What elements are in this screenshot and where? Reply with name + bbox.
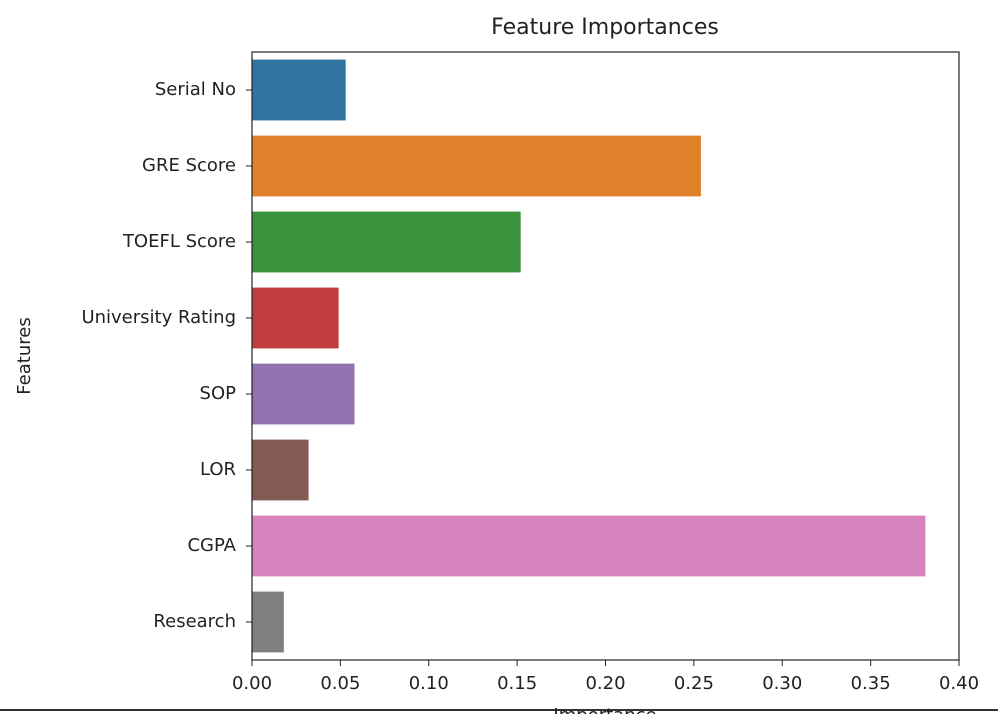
x-tick-label: 0.35 [851, 673, 891, 694]
x-tick-label: 0.10 [409, 673, 449, 694]
x-tick-label: 0.40 [939, 673, 979, 694]
x-tick-label: 0.20 [585, 673, 625, 694]
bar [252, 287, 339, 349]
bar [252, 515, 926, 577]
bar [252, 439, 309, 501]
plot-frame [251, 51, 960, 661]
bar [252, 135, 701, 197]
x-tick-label: 0.30 [762, 673, 802, 694]
y-tick-label: CGPA [187, 535, 236, 556]
bar [252, 211, 521, 273]
x-axis-label: Importance [553, 705, 656, 714]
y-tick-label: University Rating [81, 307, 236, 328]
y-tick-label: SOP [200, 383, 237, 404]
bar [252, 59, 346, 121]
y-tick-label: Research [153, 611, 236, 632]
bar [252, 591, 284, 653]
y-tick-label: Serial No [155, 79, 236, 100]
chart-title: Feature Importances [491, 15, 719, 40]
y-tick-label: LOR [200, 459, 236, 480]
y-tick-label: TOEFL Score [122, 231, 236, 252]
x-tick-label: 0.05 [320, 673, 360, 694]
x-tick-label: 0.25 [674, 673, 714, 694]
bar [252, 363, 355, 425]
x-tick-label: 0.15 [497, 673, 537, 694]
x-tick-label: 0.00 [232, 673, 272, 694]
y-tick-label: GRE Score [142, 155, 236, 176]
y-axis-label: Features [14, 317, 35, 394]
